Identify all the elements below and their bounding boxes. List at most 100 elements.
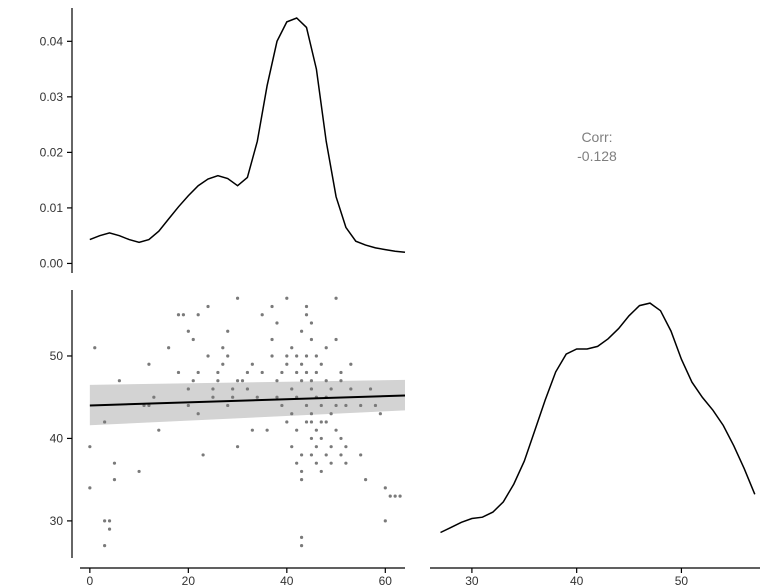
scatter-point — [285, 362, 289, 366]
scatter-point — [196, 412, 200, 416]
x-tick-label: 50 — [675, 574, 689, 587]
scatter-point — [304, 313, 309, 317]
scatter-point — [206, 304, 210, 309]
scatter-point — [240, 379, 245, 383]
scatter-point — [329, 387, 333, 391]
scatter-point — [299, 535, 304, 539]
scatter-point — [329, 412, 333, 416]
density-curve — [440, 302, 756, 534]
scatter-point — [314, 461, 318, 465]
scatter-point — [309, 337, 314, 342]
scatter-point — [260, 313, 264, 317]
scatter-point — [319, 469, 323, 474]
scatter-point — [334, 296, 338, 300]
scatter-point — [364, 478, 368, 482]
x-tick-label: 40 — [280, 574, 294, 587]
scatter-point — [270, 354, 274, 358]
corr-value: -0.128 — [577, 148, 617, 164]
scatter-point — [299, 329, 304, 333]
y-tick-label: 0.03 — [40, 90, 64, 104]
scatter-point — [344, 445, 348, 449]
scatter-point — [231, 387, 235, 391]
scatter-point — [334, 337, 338, 342]
scatter-point — [137, 469, 141, 474]
scatter-point — [304, 354, 309, 358]
scatter-point — [324, 453, 328, 457]
scatter-point — [285, 296, 289, 300]
corr-label: Corr: — [581, 129, 612, 145]
regression-line — [89, 394, 406, 407]
scatter-point — [103, 544, 107, 548]
scatter-point — [324, 346, 328, 350]
scatter-point — [299, 478, 304, 482]
x-tick-label: 60 — [379, 574, 393, 587]
scatter-point — [314, 354, 318, 358]
scatter-point — [107, 519, 112, 523]
scatter-point — [329, 445, 333, 449]
scatter-point — [304, 420, 309, 424]
scatter-point — [211, 395, 215, 399]
scatter-point — [314, 428, 318, 432]
scatter-point — [324, 420, 328, 424]
density-panel-bottom-right: 30 40 50 — [430, 302, 760, 587]
scatter-point — [280, 370, 284, 375]
scatter-point — [304, 403, 309, 408]
scatter-point — [186, 329, 190, 333]
scatter-point — [299, 453, 304, 457]
scatter-point — [339, 453, 343, 457]
scatter-point — [235, 445, 240, 449]
scatter-point — [299, 362, 304, 366]
scatter-point — [304, 370, 309, 375]
scatter-point — [167, 346, 171, 350]
scatter-point — [344, 461, 348, 465]
scatter-point — [339, 436, 343, 441]
scatter-point — [221, 362, 225, 366]
scatter-point — [339, 379, 343, 383]
scatter-point — [324, 379, 328, 383]
scatter-point — [309, 453, 314, 457]
density-curve — [89, 17, 406, 254]
scatter-panel: 30 40 50 0 20 40 60 — [50, 290, 406, 587]
scatter-point — [245, 370, 250, 375]
scatter-point — [334, 428, 338, 432]
scatter-point — [285, 354, 289, 358]
scatter-point — [235, 379, 240, 383]
scatter-point — [309, 436, 314, 441]
scatter-point — [226, 354, 230, 358]
scatter-point — [112, 478, 117, 482]
scatter-point — [191, 379, 195, 383]
scatter-point — [191, 337, 195, 342]
y-tick-label: 0.02 — [40, 145, 64, 159]
scatter-point — [309, 420, 314, 424]
scatter-point — [117, 379, 121, 383]
scatter-point — [231, 395, 235, 399]
scatter-point — [103, 519, 107, 523]
scatter-point — [295, 461, 299, 465]
scatter-point — [201, 453, 205, 457]
scatter-point — [275, 379, 279, 383]
scatter-point — [319, 362, 323, 366]
scatter-point — [280, 403, 284, 408]
scatter-point — [319, 436, 323, 441]
scatter-point — [176, 313, 181, 317]
scatter-point — [186, 403, 190, 408]
scatter-point — [359, 403, 363, 408]
scatter-point — [206, 354, 210, 358]
scatter-point — [235, 296, 240, 300]
scatter-point — [378, 412, 382, 416]
scatter-point — [290, 346, 294, 350]
y-tick-label: 0.04 — [40, 34, 64, 48]
scatter-point — [157, 428, 161, 432]
scatter-point — [196, 313, 200, 317]
scatter-point — [211, 387, 215, 391]
scatter-point — [216, 370, 220, 375]
scatter-point — [221, 346, 225, 350]
scatter-point — [290, 445, 294, 449]
correlation-panel: Corr: -0.128 — [577, 129, 617, 164]
scatter-point — [260, 370, 264, 375]
x-tick-label: 0 — [87, 574, 94, 587]
scatter-point — [107, 527, 112, 531]
scatter-point — [299, 469, 304, 474]
scatter-point — [270, 304, 274, 309]
scatter-point — [329, 461, 333, 465]
